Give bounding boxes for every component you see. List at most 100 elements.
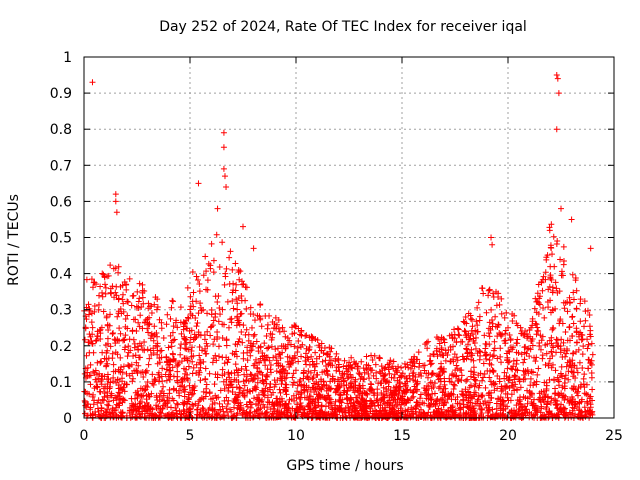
data-point xyxy=(233,322,240,329)
data-point xyxy=(398,364,405,371)
data-point xyxy=(305,368,312,375)
data-point xyxy=(345,404,352,411)
data-point xyxy=(214,298,221,305)
data-point xyxy=(140,300,147,307)
data-point xyxy=(98,381,105,388)
data-point xyxy=(305,396,312,403)
data-point xyxy=(578,396,585,403)
data-point xyxy=(155,403,162,410)
data-point xyxy=(483,351,490,358)
data-point xyxy=(263,380,270,387)
data-point xyxy=(557,256,564,263)
data-point xyxy=(185,376,192,383)
data-point xyxy=(421,362,428,369)
data-point xyxy=(163,353,170,360)
data-point xyxy=(195,398,202,405)
data-point xyxy=(290,392,297,399)
data-point xyxy=(323,396,330,403)
data-point xyxy=(437,383,444,390)
data-point xyxy=(566,400,573,407)
data-point xyxy=(490,347,497,354)
data-point xyxy=(486,333,493,340)
data-point xyxy=(384,377,391,384)
data-point xyxy=(542,276,549,283)
data-point xyxy=(555,382,562,389)
data-point xyxy=(523,406,530,413)
data-point xyxy=(112,265,119,272)
data-point xyxy=(541,379,548,386)
data-point xyxy=(155,369,162,376)
data-point xyxy=(221,281,228,288)
data-point xyxy=(419,399,426,406)
data-point xyxy=(137,385,144,392)
data-point xyxy=(457,404,464,411)
data-point xyxy=(275,351,282,358)
data-point xyxy=(446,332,453,339)
data-point xyxy=(183,346,190,353)
data-point xyxy=(416,409,423,416)
data-point xyxy=(218,413,225,420)
data-point xyxy=(526,388,533,395)
data-point xyxy=(567,299,574,306)
data-point xyxy=(453,339,460,346)
data-point xyxy=(95,306,102,313)
data-point xyxy=(458,377,465,384)
data-point xyxy=(470,374,477,381)
data-point xyxy=(351,361,358,368)
data-point xyxy=(130,375,137,382)
data-point xyxy=(104,335,111,342)
data-point xyxy=(104,321,111,328)
data-point xyxy=(110,397,117,404)
data-point xyxy=(209,395,216,402)
data-point xyxy=(219,306,226,313)
data-point xyxy=(576,359,583,366)
data-point xyxy=(524,400,531,407)
data-point xyxy=(584,398,591,405)
data-point xyxy=(358,358,365,365)
data-point xyxy=(389,408,396,415)
data-point xyxy=(447,404,454,411)
data-point xyxy=(461,327,468,334)
data-point xyxy=(389,363,396,370)
data-point xyxy=(194,319,201,326)
data-point xyxy=(430,350,437,357)
data-point xyxy=(469,323,476,330)
data-point xyxy=(284,370,291,377)
data-point xyxy=(318,347,325,354)
data-point xyxy=(243,373,250,380)
data-point xyxy=(324,368,331,375)
data-point xyxy=(259,396,266,403)
data-point xyxy=(453,372,460,379)
data-point xyxy=(348,354,355,361)
x-tick-label: 5 xyxy=(186,428,195,444)
data-point xyxy=(296,395,303,402)
data-point xyxy=(569,333,576,340)
data-point xyxy=(204,310,211,317)
data-point xyxy=(504,354,511,361)
data-point xyxy=(450,356,457,363)
data-point xyxy=(203,389,210,396)
data-point xyxy=(582,317,589,324)
data-point xyxy=(481,332,488,339)
data-point xyxy=(542,269,549,276)
data-point xyxy=(202,253,209,260)
data-point xyxy=(385,383,392,390)
data-point xyxy=(193,361,200,368)
data-point xyxy=(418,372,425,379)
data-point xyxy=(510,357,517,364)
data-point xyxy=(111,294,118,301)
data-point xyxy=(459,338,466,345)
data-point xyxy=(261,404,268,411)
data-point xyxy=(185,315,192,322)
data-point xyxy=(110,361,117,368)
data-point xyxy=(132,352,139,359)
data-point xyxy=(230,305,237,312)
data-point xyxy=(496,301,503,308)
data-point xyxy=(393,367,400,374)
data-point xyxy=(304,374,311,381)
data-point xyxy=(121,346,128,353)
data-point xyxy=(295,325,302,332)
data-point xyxy=(332,389,339,396)
data-point xyxy=(463,320,470,327)
data-point xyxy=(363,408,370,415)
